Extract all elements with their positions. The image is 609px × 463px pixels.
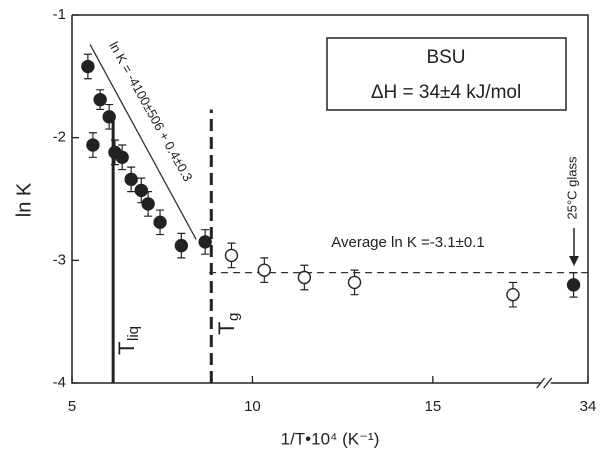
y-tick-label: -2: [53, 129, 66, 146]
data-point: [506, 287, 520, 302]
data-point: [124, 172, 138, 187]
data-point: [93, 92, 107, 107]
data-point: [86, 138, 100, 152]
average-label: Average ln K =-3.1±0.1: [331, 234, 484, 251]
data-point: [141, 197, 155, 211]
box-enthalpy: ΔH = 34±4 kJ/mol: [371, 82, 521, 103]
axis-break: [536, 377, 553, 389]
glass-arrowhead: [569, 256, 579, 266]
data-point: [566, 278, 581, 292]
data-point: [153, 215, 167, 230]
data-point: [102, 110, 116, 124]
y-tick-label: -4: [53, 374, 66, 391]
tg-sub: g: [225, 313, 242, 321]
tliq-sub: liq: [125, 326, 142, 341]
tg-T: T: [214, 322, 239, 335]
x-axis-label: 1/T•10⁴ (K⁻¹): [281, 429, 380, 448]
x-tick-label: 10: [244, 398, 261, 415]
y-axis-label: ln K: [13, 182, 35, 217]
data-point: [134, 183, 148, 198]
tg-label: T g: [214, 313, 242, 335]
y-tick-label: -1: [53, 6, 66, 23]
fit-line: [89, 44, 197, 240]
x-tick-label: 15: [424, 398, 441, 415]
data-point: [81, 59, 95, 74]
tliq-label: T liq: [114, 326, 142, 355]
data-point: [115, 150, 129, 164]
x-tick-label: 34: [580, 398, 597, 415]
tliq-T: T: [114, 342, 139, 355]
data-point: [347, 275, 362, 290]
annotation-box: [326, 37, 567, 111]
data-point: [257, 263, 272, 277]
y-tick-label: -3: [53, 251, 66, 268]
data-point: [174, 238, 189, 253]
data-point: [198, 235, 212, 249]
data-point: [224, 248, 239, 263]
x-tick-label: 5: [68, 398, 76, 415]
glass-label: 25°C glass: [564, 156, 579, 220]
data-point: [297, 270, 312, 285]
box-title: BSU: [426, 47, 465, 68]
